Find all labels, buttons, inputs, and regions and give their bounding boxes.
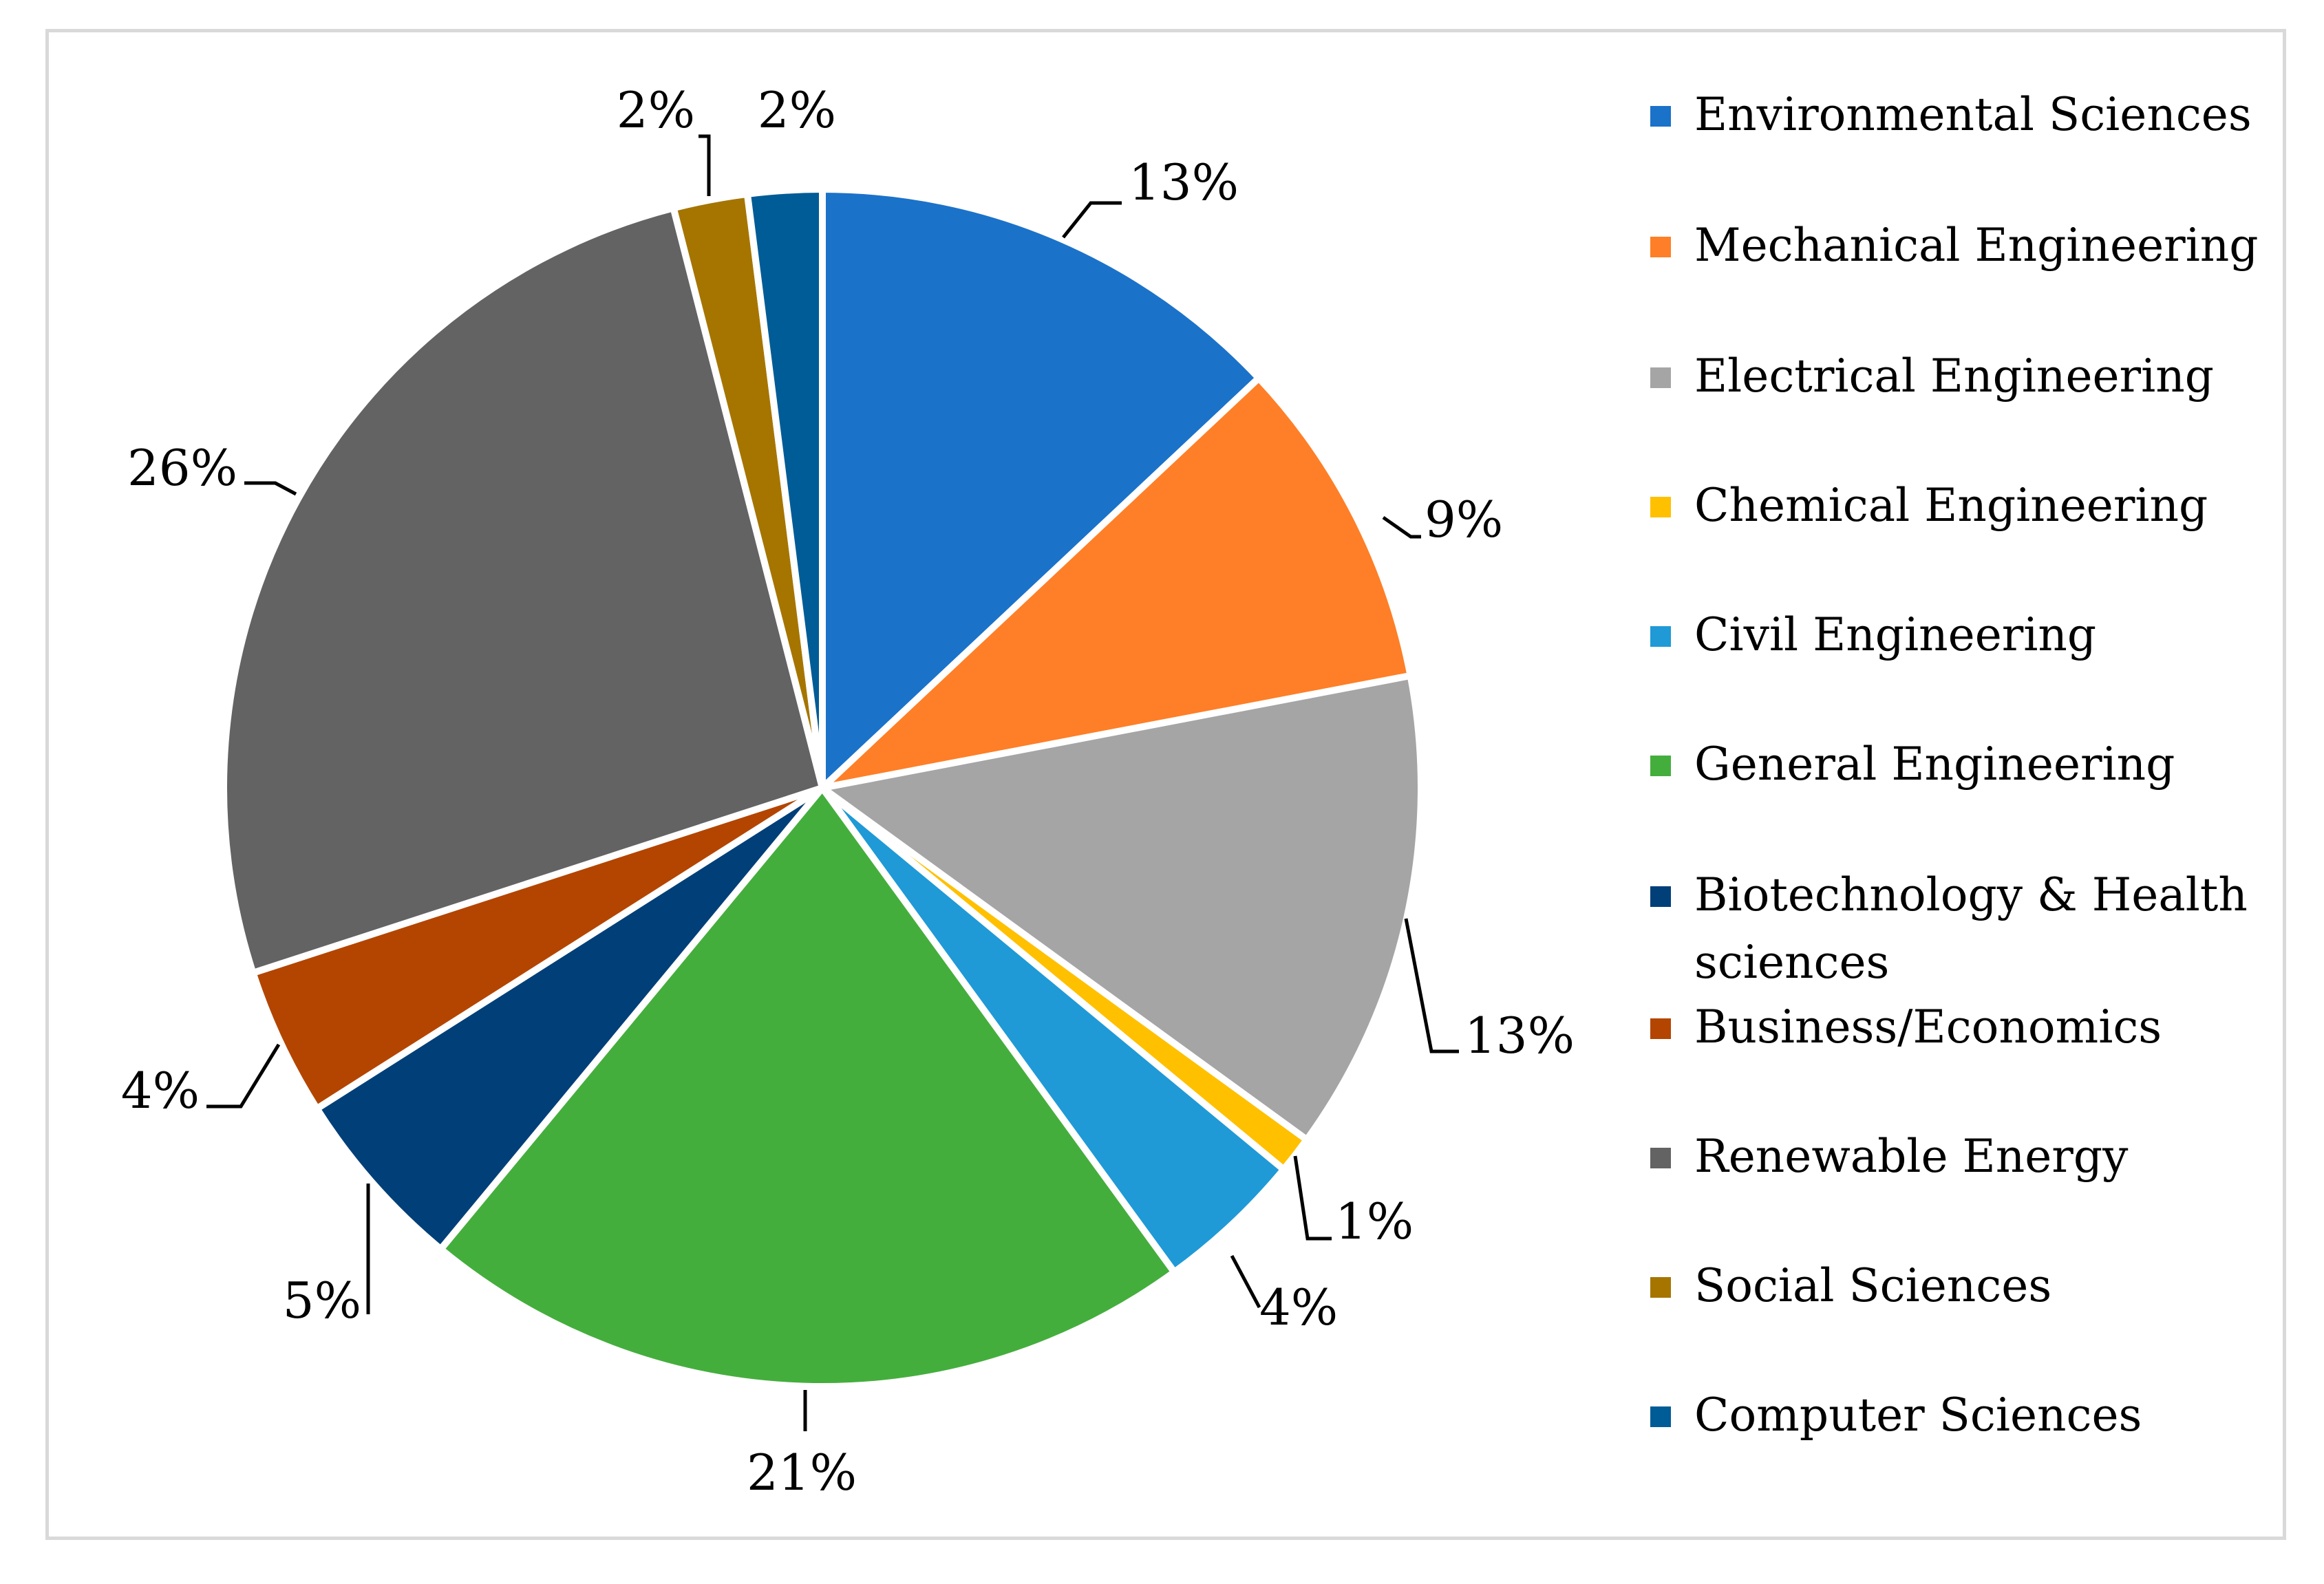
pie-slice-computer-sciences — [743, 186, 826, 791]
data-label: 1% — [1335, 1192, 1414, 1250]
legend-swatch — [1650, 886, 1671, 907]
pie-slice-environmental-sciences — [819, 186, 1263, 791]
legend-swatch — [1650, 106, 1671, 127]
leader-line — [244, 481, 297, 496]
legend-label: Mechanical Engineering — [1694, 219, 2259, 272]
pie-slice-mechanical-engineering — [819, 374, 1414, 791]
legend-label: Computer Sciences — [1694, 1389, 2142, 1442]
leader-line — [206, 1043, 281, 1109]
leader-line — [1062, 201, 1122, 239]
legend-swatch — [1650, 367, 1671, 388]
legend-swatch — [1650, 626, 1671, 647]
legend-swatch — [1650, 1277, 1671, 1298]
legend-swatch — [1650, 1148, 1671, 1168]
legend-label: Renewable Energy — [1694, 1130, 2129, 1183]
legend-swatch — [1650, 1018, 1671, 1039]
data-label: 4% — [1259, 1278, 1338, 1336]
legend-swatch — [1650, 497, 1671, 517]
leader-line — [1293, 1155, 1332, 1241]
leader-line — [1382, 515, 1421, 539]
legend-label: Social Sciences — [1694, 1259, 2052, 1312]
pie-slice-electrical-engineering — [819, 672, 1425, 1144]
legend-label: Biotechnology & Health sciences — [1694, 868, 2248, 989]
legend-swatch — [1650, 1406, 1671, 1427]
legend-label: Electrical Engineering — [1694, 350, 2214, 403]
pie-slices — [220, 186, 1425, 1390]
legend-swatch — [1650, 237, 1671, 257]
data-label: 13% — [1464, 1007, 1575, 1064]
pie-slice-general-engineering — [437, 784, 1178, 1390]
data-label: 21% — [747, 1444, 857, 1501]
pie-slice-renewable-energy — [220, 204, 826, 976]
data-label: 4% — [121, 1062, 200, 1120]
data-label: 9% — [1425, 491, 1503, 548]
legend-label: Chemical Engineering — [1694, 479, 2208, 532]
data-label: 13% — [1129, 153, 1239, 211]
leader-line — [1230, 1254, 1261, 1309]
legend-label: Civil Engineering — [1694, 608, 2097, 661]
leader-line — [1404, 918, 1459, 1053]
leader-lines — [206, 134, 1459, 1431]
legend-label: General Engineering — [1694, 738, 2175, 791]
legend-swatch — [1650, 756, 1671, 776]
data-label: 2% — [617, 81, 695, 139]
data-label: 5% — [283, 1272, 361, 1329]
pie-slice-biotechnology-health-sciences — [313, 784, 826, 1253]
legend-label: Business/Economics — [1694, 1000, 2162, 1053]
data-label: 26% — [127, 439, 237, 497]
data-labels: 13% 9% 13% 1% 4% 21% 5% 4% 26% 2% 2% — [121, 81, 1575, 1501]
legend-label: Environmental Sciences — [1694, 88, 2252, 141]
data-label: 2% — [758, 81, 836, 139]
leader-line — [699, 134, 711, 196]
